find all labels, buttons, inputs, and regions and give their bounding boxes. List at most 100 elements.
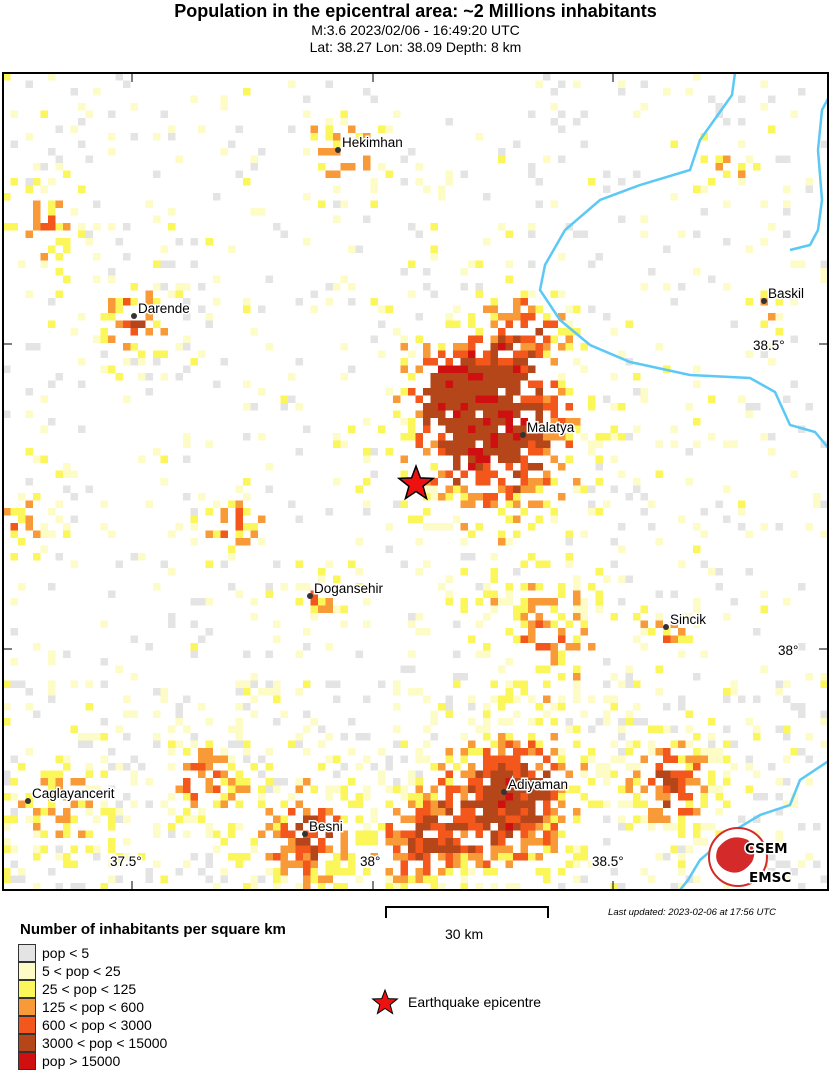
population-cell	[453, 680, 461, 688]
population-cell	[213, 883, 221, 890]
population-cell	[310, 590, 318, 598]
population-cell	[573, 418, 581, 426]
population-cell	[490, 568, 498, 576]
population-cell	[490, 808, 498, 816]
population-cell	[363, 785, 371, 793]
population-cell	[63, 245, 71, 253]
population-cell	[760, 350, 768, 358]
population-cell	[115, 860, 123, 868]
population-cell	[220, 868, 228, 876]
population-cell	[175, 815, 183, 823]
population-cell	[408, 778, 416, 786]
population-cell	[55, 268, 63, 276]
population-cell	[468, 868, 476, 876]
population-cell	[550, 455, 558, 463]
population-cell	[228, 793, 236, 801]
population-cell	[33, 200, 41, 208]
population-cell	[400, 883, 408, 890]
population-cell	[100, 680, 108, 688]
population-cell	[438, 523, 446, 531]
population-cell	[775, 830, 783, 838]
population-cell	[108, 530, 116, 538]
population-cell	[595, 253, 603, 261]
population-cell	[498, 433, 506, 441]
population-cell	[303, 748, 311, 756]
population-cell	[490, 433, 498, 441]
population-cell	[535, 440, 543, 448]
population-cell	[430, 410, 438, 418]
population-cell	[318, 568, 326, 576]
population-cell	[430, 800, 438, 808]
population-cell	[288, 860, 296, 868]
population-cell	[685, 403, 693, 411]
population-cell	[595, 718, 603, 726]
population-cell	[693, 778, 701, 786]
population-cell	[490, 440, 498, 448]
population-cell	[70, 125, 78, 133]
population-cell	[520, 373, 528, 381]
population-cell	[363, 140, 371, 148]
population-cell	[513, 710, 521, 718]
population-cell	[595, 463, 603, 471]
population-cell	[498, 845, 506, 853]
population-cell	[100, 658, 108, 666]
city-marker	[761, 298, 767, 304]
population-cell	[228, 583, 236, 591]
population-cell	[475, 425, 483, 433]
population-cell	[243, 748, 251, 756]
population-cell	[460, 448, 468, 456]
population-cell	[685, 725, 693, 733]
population-cell	[445, 703, 453, 711]
population-cell	[280, 860, 288, 868]
population-cell	[528, 350, 536, 358]
population-cell	[475, 365, 483, 373]
population-cell	[543, 680, 551, 688]
population-cell	[588, 860, 596, 868]
population-cell	[370, 298, 378, 306]
population-cell	[588, 778, 596, 786]
population-cell	[183, 860, 191, 868]
population-cell	[85, 800, 93, 808]
population-cell	[63, 463, 71, 471]
population-cell	[790, 470, 798, 478]
population-cell	[535, 448, 543, 456]
population-cell	[220, 358, 228, 366]
population-cell	[273, 695, 281, 703]
population-cell	[490, 320, 498, 328]
population-cell	[340, 163, 348, 171]
population-cell	[40, 163, 48, 171]
population-cell	[468, 530, 476, 538]
population-cell	[655, 853, 663, 861]
population-cell	[528, 793, 536, 801]
rivers	[538, 73, 828, 890]
population-cell	[663, 785, 671, 793]
population-cell	[235, 733, 243, 741]
legend-title: Number of inhabitants per square km	[20, 921, 286, 938]
population-cell	[378, 305, 386, 313]
population-cell	[3, 680, 11, 688]
population-cell	[318, 883, 326, 890]
population-cell	[385, 140, 393, 148]
population-cell	[168, 530, 176, 538]
population-cell	[85, 740, 93, 748]
population-cell	[370, 200, 378, 208]
population-cell	[453, 448, 461, 456]
population-cell	[295, 598, 303, 606]
population-cell	[738, 178, 746, 186]
city-label: Baskil	[768, 286, 804, 301]
population-cell	[483, 305, 491, 313]
population-cell	[708, 778, 716, 786]
population-cell	[663, 800, 671, 808]
population-cell	[168, 763, 176, 771]
population-cell	[768, 358, 776, 366]
population-cell	[115, 238, 123, 246]
population-cell	[340, 620, 348, 628]
population-cell	[775, 845, 783, 853]
population-cell	[460, 748, 468, 756]
population-cell	[558, 650, 566, 658]
population-cell	[25, 748, 33, 756]
population-cell	[565, 770, 573, 778]
population-cell	[280, 815, 288, 823]
population-cell	[633, 703, 641, 711]
population-cell	[618, 545, 626, 553]
